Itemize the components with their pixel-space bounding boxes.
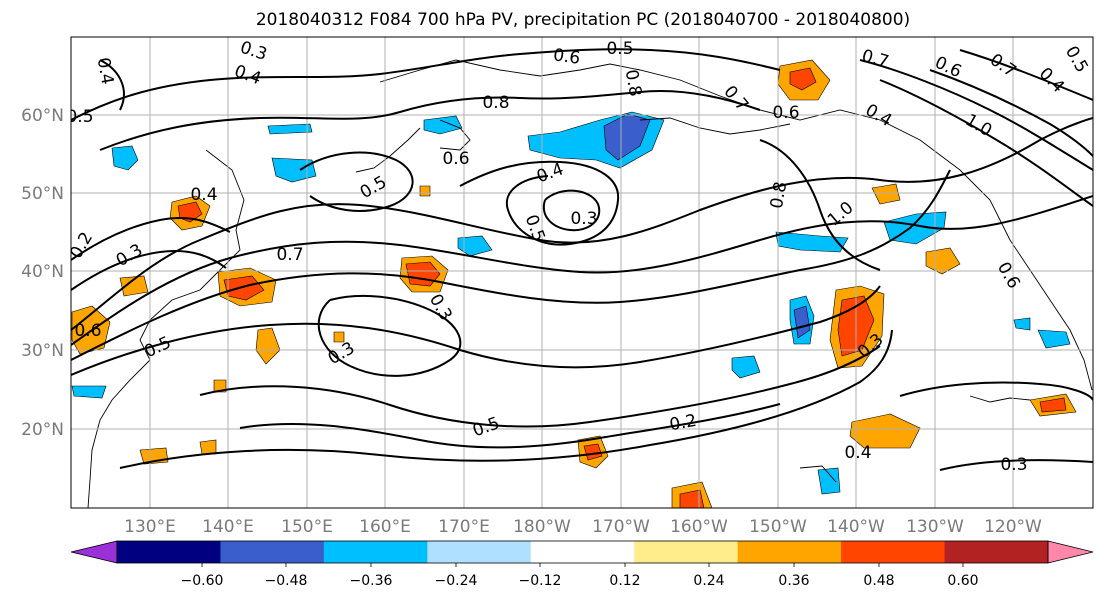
colorbar-tick-label: 0.48 — [863, 573, 894, 589]
negative-anomaly-region — [423, 115, 463, 135]
colorbar-cell — [530, 541, 635, 563]
colorbar-tick-label: 0.60 — [947, 573, 978, 589]
lon-tick-label: 170°W — [592, 517, 650, 537]
colorbar-cell — [323, 541, 428, 563]
negative-anomaly-region — [1013, 317, 1031, 331]
positive-anomaly-region — [333, 331, 345, 343]
positive-anomaly-region — [177, 201, 203, 223]
negative-anomaly-region — [603, 113, 651, 161]
contour-label: 0.2 — [668, 411, 698, 435]
colorbar-cell — [944, 541, 1049, 563]
positive-anomaly-region — [1039, 397, 1067, 413]
contour-label: 0.3 — [570, 209, 597, 229]
colorbar-tick-labels: −0.60 −0.48 −0.36 −0.24 −0.12 0.12 0.24 … — [181, 573, 979, 589]
negative-anomaly-region — [267, 123, 313, 135]
negative-anomaly-region — [1037, 329, 1071, 349]
positive-anomaly-region — [871, 183, 901, 205]
lat-tick-label: 50°N — [21, 184, 64, 204]
contour-label: 0.6 — [442, 149, 469, 169]
lon-tick-label: 180°W — [513, 517, 571, 537]
plot-title: 2018040312 F084 700 hPa PV, precipitatio… — [256, 10, 910, 30]
lon-tick-label: 140°W — [827, 517, 885, 537]
lon-tick-label: 130°W — [906, 517, 964, 537]
colorbar-ticks — [201, 563, 964, 567]
lon-tick-label: 130°E — [124, 517, 176, 537]
negative-anomaly-region — [817, 467, 841, 495]
contour-label: 0.3 — [1000, 455, 1027, 475]
lat-tick-label: 60°N — [21, 106, 64, 126]
colorbar-tick-label: −0.12 — [519, 573, 562, 589]
contour-label: 0.4 — [93, 56, 117, 86]
negative-anomaly-region — [71, 385, 107, 399]
colorbar-extend-low — [70, 540, 118, 564]
contour-label: 0.5 — [606, 39, 633, 59]
colorbar-cell — [117, 541, 221, 563]
latitude-labels: 60°N 50°N 40°N 30°N 20°N — [21, 106, 64, 440]
map-gridlines — [71, 37, 1093, 508]
pv-contours — [71, 48, 1093, 471]
lon-tick-label: 160°E — [359, 517, 411, 537]
lon-tick-label: 170°E — [438, 517, 490, 537]
map-frame — [70, 36, 1094, 509]
positive-anomaly-region — [419, 185, 431, 197]
lon-tick-label: 150°E — [281, 517, 333, 537]
lat-tick-label: 30°N — [21, 341, 64, 361]
contour-label: 0.8 — [482, 93, 509, 113]
colorbar-extend-high — [1047, 540, 1094, 564]
negative-anomaly-region — [731, 355, 761, 379]
contour-label: 0.6 — [74, 321, 101, 341]
positive-anomaly-region — [255, 327, 281, 365]
colorbar-tick-label: −0.24 — [435, 573, 478, 589]
lat-tick-label: 20°N — [21, 420, 64, 440]
colorbar-tick-label: −0.48 — [265, 573, 308, 589]
map-panel: 0.3 0.4 0.4 0.5 0.6 0.5 0.8 0.8 0.6 0.7 … — [66, 36, 1094, 509]
contour-label: 0.4 — [844, 443, 871, 463]
colorbar-cell — [841, 541, 946, 563]
positive-anomaly-region — [213, 379, 227, 393]
negative-anomaly-region — [457, 235, 493, 257]
contour-label: 0.8 — [621, 68, 645, 98]
negative-anomaly-region — [271, 157, 317, 183]
colorbar-frame — [116, 540, 1049, 564]
colorbar-tick-label: 0.36 — [778, 573, 809, 589]
contour-label: 0.6 — [552, 45, 582, 69]
positive-anomaly-region — [679, 489, 705, 508]
contour-label: 0.7 — [276, 245, 303, 265]
colorbar-cell — [737, 541, 842, 563]
colorbar-tick-label: −0.36 — [350, 573, 393, 589]
positive-anomaly-region — [849, 413, 921, 449]
positive-anomaly-region — [223, 275, 265, 301]
lon-tick-label: 150°W — [749, 517, 807, 537]
negative-anomaly-region — [111, 145, 139, 171]
contour-label: 0.4 — [190, 185, 217, 205]
colorbar-tick-label: 0.24 — [693, 573, 724, 589]
lon-tick-label: 140°E — [202, 517, 254, 537]
colorbar-cell — [427, 541, 532, 563]
lat-tick-label: 40°N — [21, 262, 64, 282]
contour-label: 0.8 — [767, 180, 791, 210]
positive-anomaly-region — [789, 67, 817, 91]
positive-anomaly-region — [199, 439, 217, 455]
colorbar-cells — [117, 541, 1049, 563]
colorbar: −0.60 −0.48 −0.36 −0.24 −0.12 0.12 0.24 … — [70, 540, 1094, 589]
colorbar-tick-label: 0.12 — [609, 573, 640, 589]
contour-label: 0.6 — [772, 103, 799, 123]
colorbar-cell — [220, 541, 325, 563]
contour-label: 0.5 — [66, 107, 93, 127]
longitude-labels: 130°E 140°E 150°E 160°E 170°E 180°W 170°… — [124, 517, 1042, 537]
lon-tick-label: 160°W — [670, 517, 728, 537]
lon-tick-label: 120°W — [984, 517, 1042, 537]
colorbar-cell — [634, 541, 739, 563]
colorbar-tick-label: −0.60 — [181, 573, 224, 589]
